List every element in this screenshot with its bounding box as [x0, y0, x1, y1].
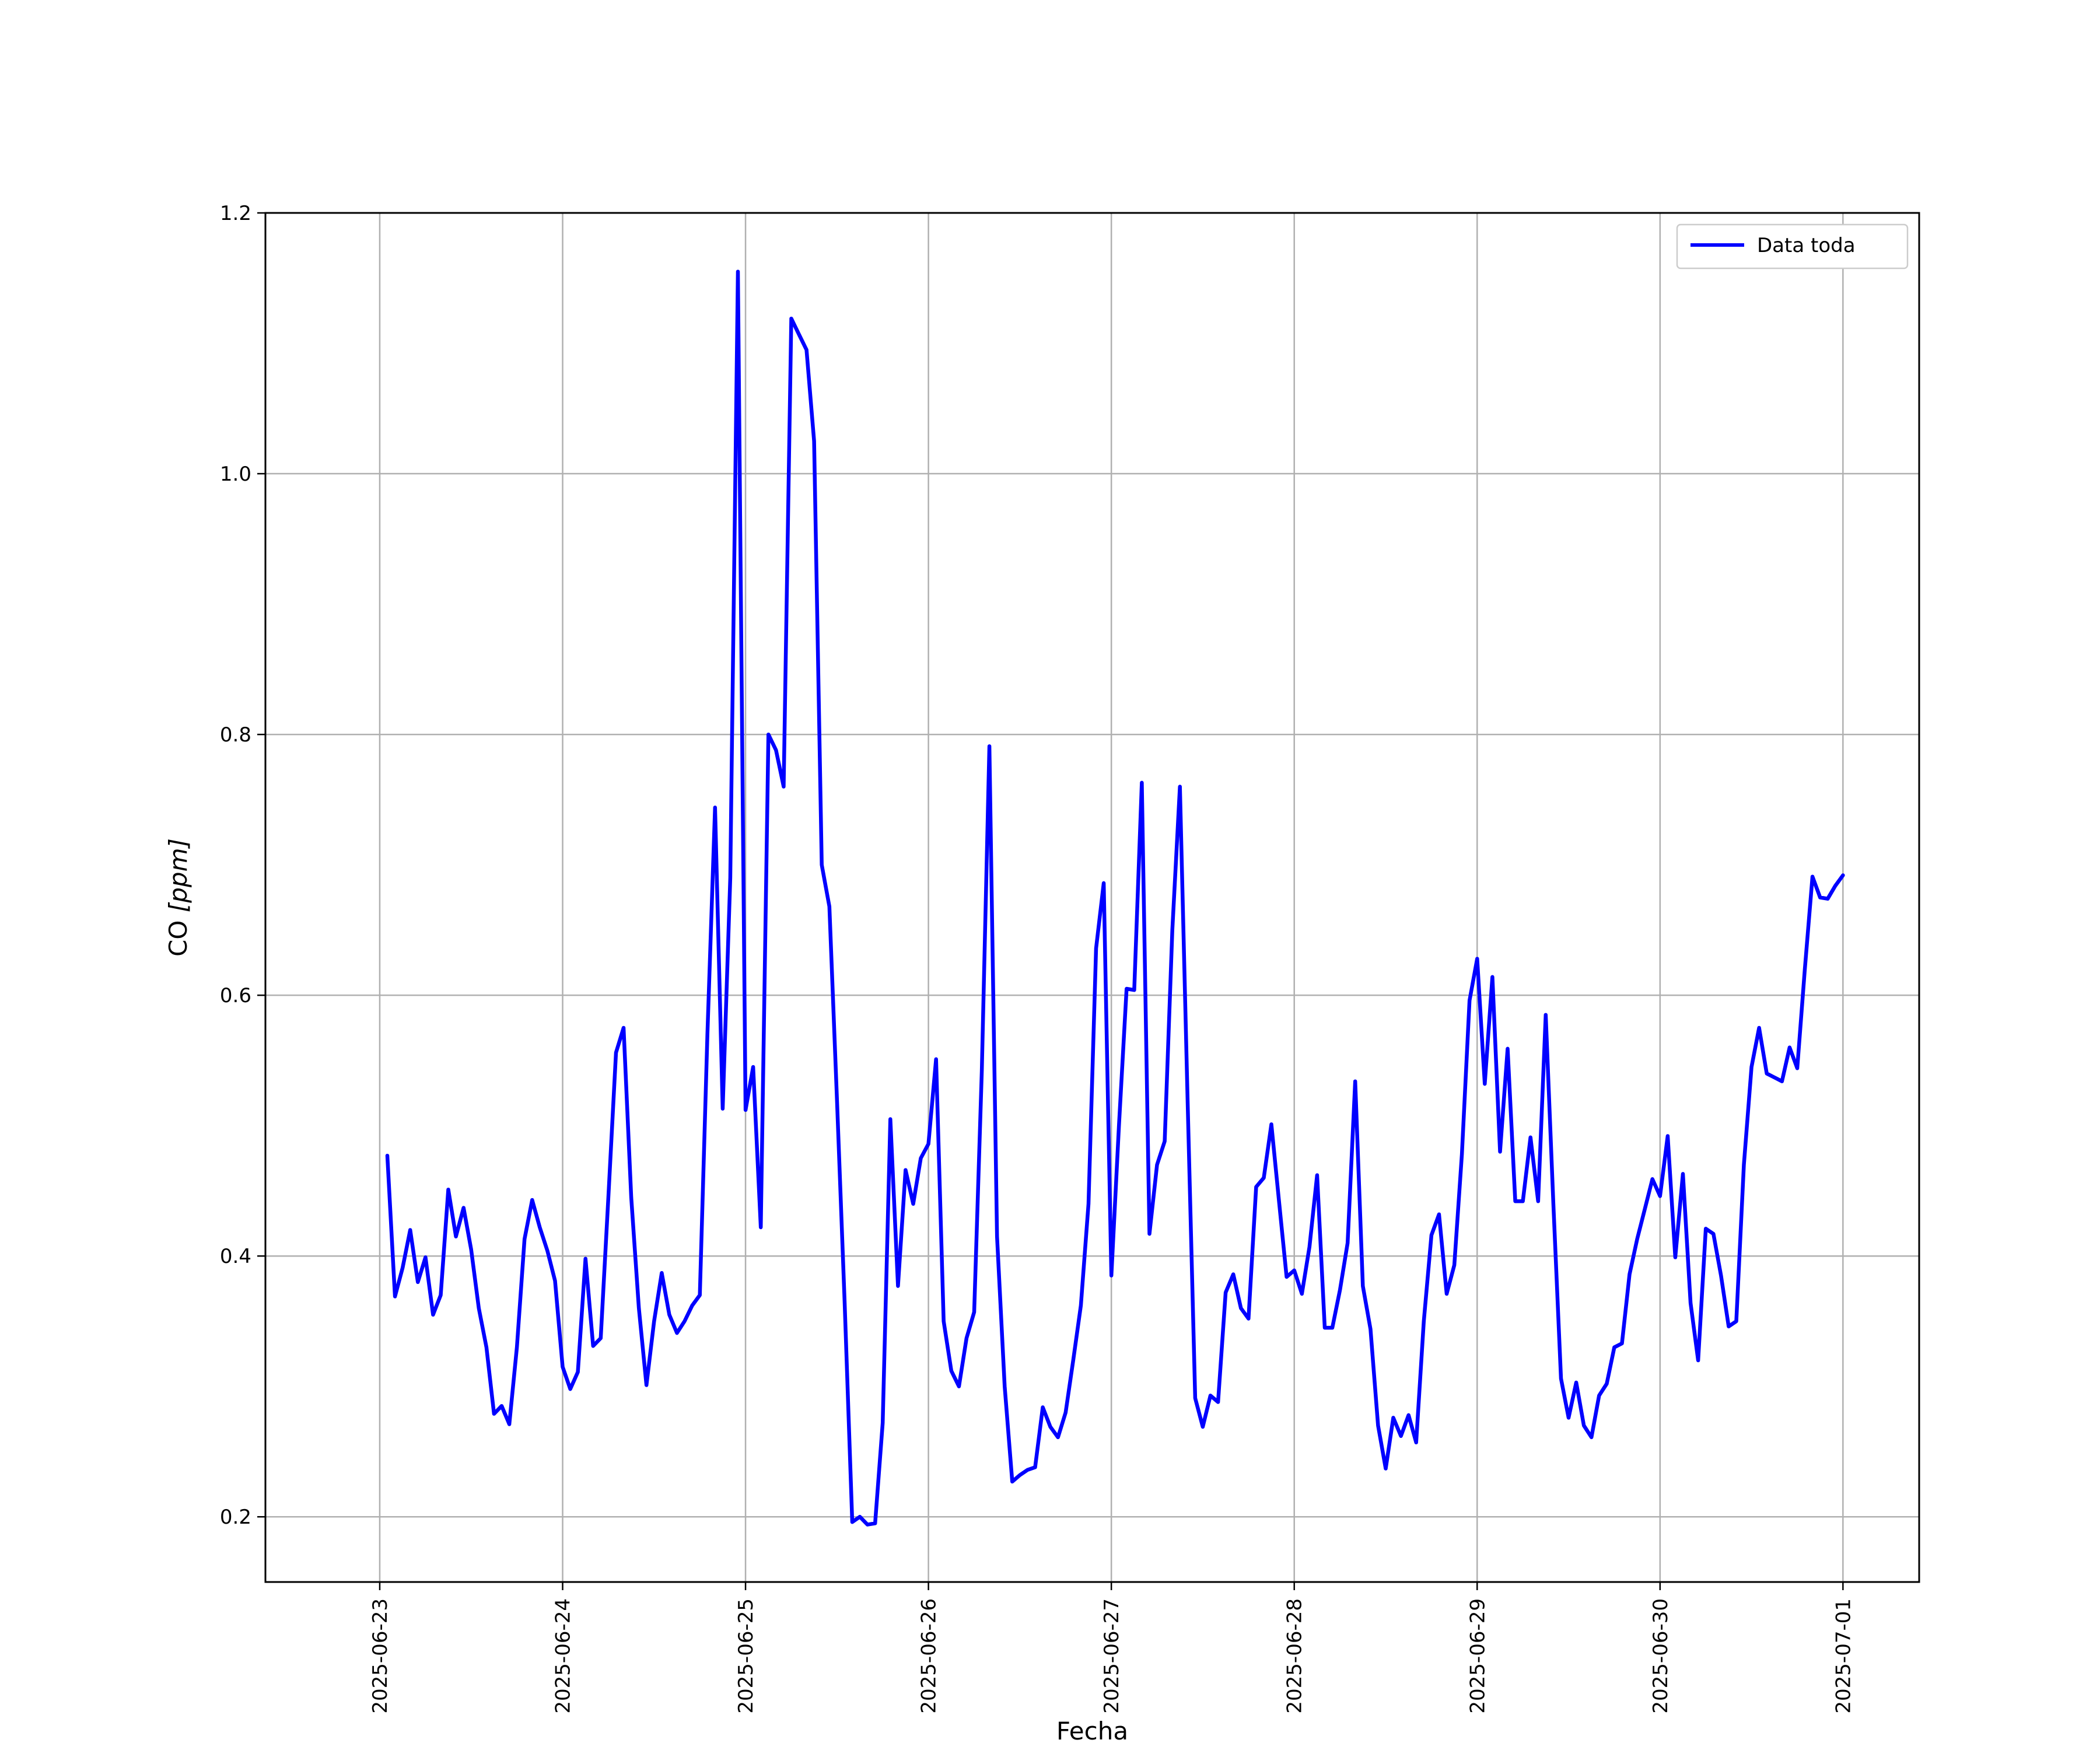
- series-layer: [385, 270, 1845, 1527]
- y-axis-label: CO [ppm]: [164, 838, 192, 957]
- x-tick-label: 2025-06-26: [918, 1598, 941, 1714]
- plot-area-frame: [264, 212, 1920, 1583]
- x-tick-label: 2025-06-23: [369, 1598, 392, 1714]
- y-tick-label: 1.0: [220, 463, 251, 486]
- legend-box: [1676, 223, 1909, 270]
- series-line-data-toda: [385, 270, 1845, 1527]
- x-tick-label: 2025-06-24: [552, 1598, 575, 1714]
- x-tick-label: 2025-06-25: [734, 1598, 758, 1714]
- y-axis-label-unit: [ppm]: [164, 838, 192, 912]
- legend-label-data-toda: Data toda: [1757, 234, 1856, 257]
- y-tick-label: 0.8: [220, 723, 251, 747]
- axis-ticks: 0.2 0.4 0.6 0.8 1.0 1.2 2025-06-23 2025-06-24 20…: [220, 202, 1855, 1714]
- x-tick-label: 2025-06-28: [1283, 1598, 1307, 1714]
- x-tick-label: 2025-06-27: [1100, 1598, 1124, 1714]
- x-axis-label: Fecha: [1056, 1717, 1128, 1745]
- y-axis-label-name: CO: [164, 912, 192, 957]
- x-tick-label: 2025-06-30: [1649, 1598, 1672, 1714]
- y-tick-label: 0.2: [220, 1506, 251, 1529]
- y-tick-label: 0.4: [220, 1245, 251, 1268]
- y-tick-label: 0.6: [220, 984, 251, 1007]
- y-tick-label: 1.2: [220, 202, 251, 225]
- x-tick-label: 2025-06-29: [1466, 1598, 1489, 1714]
- legend: Data toda: [1676, 223, 1909, 270]
- x-tick-label: 2025-07-01: [1832, 1598, 1855, 1714]
